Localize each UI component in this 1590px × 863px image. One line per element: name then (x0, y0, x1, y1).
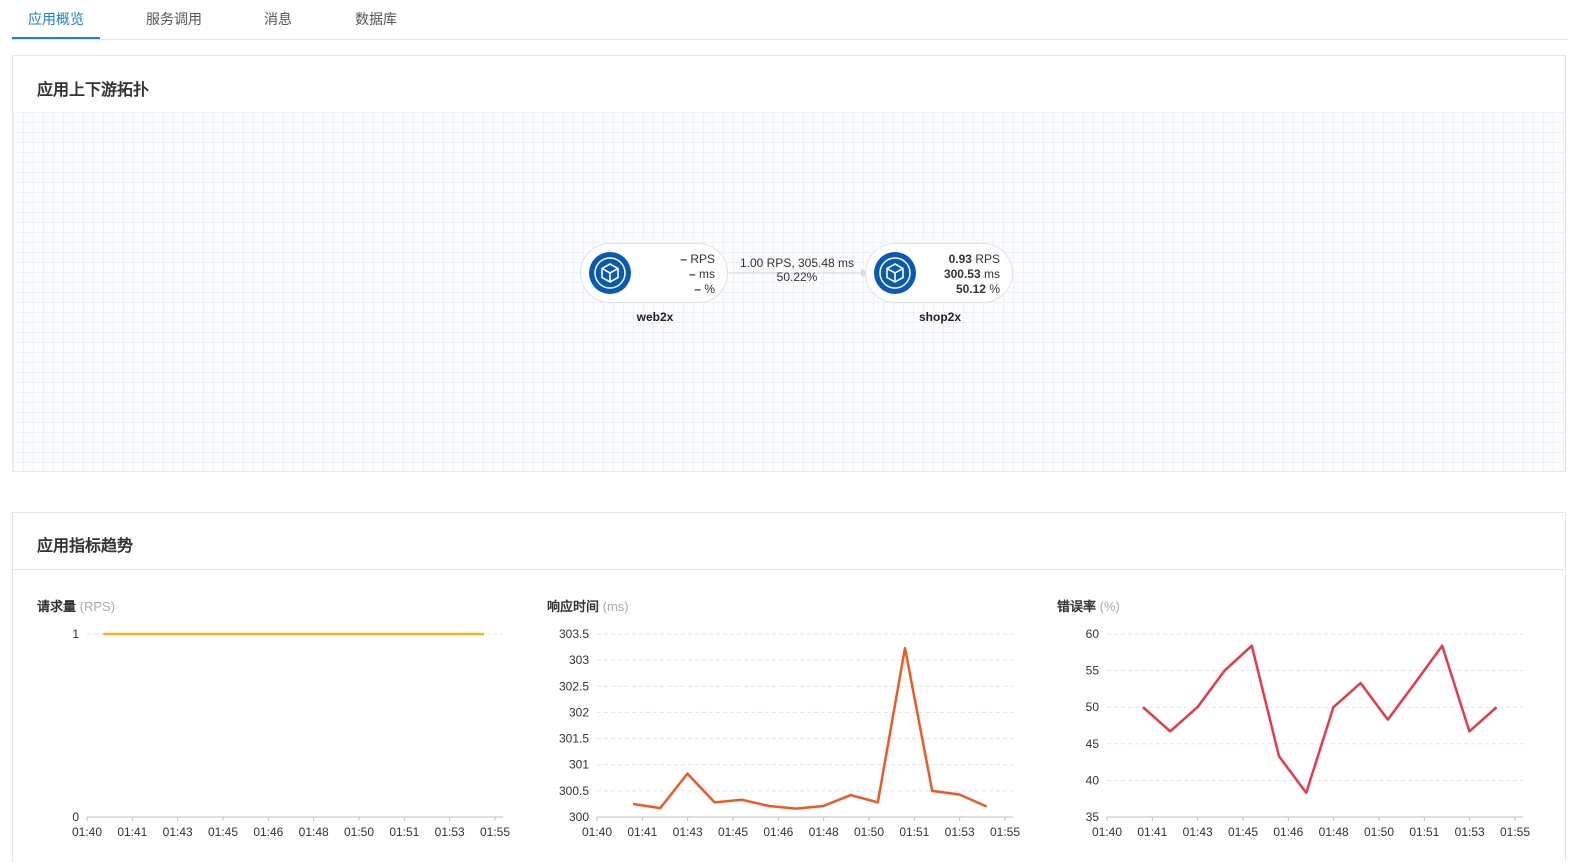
x-tick-label: 01:55 (480, 825, 510, 839)
x-tick-label: 01:45 (208, 825, 238, 839)
y-tick-label: 301 (569, 758, 589, 772)
x-tick-label: 01:45 (1228, 825, 1258, 839)
x-tick-label: 01:40 (582, 825, 612, 839)
series-line (1142, 644, 1498, 795)
pct-value: – (694, 282, 701, 296)
topology-card: 应用上下游拓扑 1.00 RPS, 305.48 ms 50.22% – RPS (12, 55, 1566, 472)
x-tick-label: 01:43 (163, 825, 193, 839)
chart-error-rate[interactable]: 35 40 45 50 55 60 01:40 01:41 01:43 01:45 01:46 01:… (1033, 513, 1543, 863)
x-tick-label: 01:43 (673, 825, 703, 839)
cube-icon (874, 252, 916, 294)
pct-unit: % (704, 282, 715, 296)
node-metrics: 0.93 RPS 300.53 ms 50.12 % (944, 252, 1000, 297)
rps-unit: RPS (690, 252, 715, 266)
pct-value: 50.12 (955, 282, 986, 296)
y-tick-label: 55 (1086, 664, 1100, 678)
x-tick-label: 01:46 (253, 825, 283, 839)
x-tick-label: 01:45 (718, 825, 748, 839)
x-tick-label: 01:50 (344, 825, 374, 839)
chart-title-text: 响应时间 (547, 599, 600, 614)
y-tick-label: 300 (569, 810, 589, 824)
tab-database[interactable]: 数据库 (355, 11, 397, 27)
ms-unit: ms (984, 267, 1000, 281)
tab-app-overview[interactable]: 应用概览 (12, 0, 100, 39)
y-tick-label: 303 (569, 653, 589, 667)
node-web2x[interactable]: – RPS – ms – % web2x (580, 243, 728, 324)
y-tick-label: 302.5 (559, 679, 589, 693)
x-tick-label: 01:46 (763, 825, 793, 839)
topology-canvas[interactable]: 1.00 RPS, 305.48 ms 50.22% – RPS – ms – … (13, 112, 1565, 471)
y-tick-label: 40 (1086, 773, 1100, 787)
x-tick-label: 01:41 (117, 825, 147, 839)
x-tick-label: 01:50 (1364, 825, 1394, 839)
x-tick-label: 01:48 (809, 825, 839, 839)
x-tick-label: 01:43 (1183, 825, 1213, 839)
tab-bar: 应用概览 服务调用 消息 数据库 (12, 0, 1568, 40)
edge-label-line1: 1.00 RPS, 305.48 ms (739, 256, 855, 270)
chart-latency[interactable]: 300 300.5 301 301.5 302 302.5 303 303.5 01:40 01:… (523, 513, 1033, 863)
topology-title: 应用上下游拓扑 (37, 82, 150, 99)
tab-service-calls[interactable]: 服务调用 (146, 11, 202, 27)
chart-title-text: 请求量 (37, 599, 77, 614)
cube-icon (589, 252, 631, 294)
chart-title-latency: 响应时间 (ms) (547, 596, 629, 615)
x-tick-label: 01:46 (1273, 825, 1303, 839)
y-tick-label: 300.5 (559, 784, 589, 798)
x-tick-label: 01:55 (990, 825, 1020, 839)
y-tick-label: 301.5 (559, 732, 589, 746)
x-tick-label: 01:40 (1092, 825, 1122, 839)
y-tick-label: 302 (569, 705, 589, 719)
y-tick-label: 1 (72, 627, 79, 641)
x-tick-label: 01:50 (854, 825, 884, 839)
node-shop2x[interactable]: 0.93 RPS 300.53 ms 50.12 % shop2x (865, 243, 1013, 324)
chart-title-unit: (RPS) (79, 599, 116, 614)
tab-messages[interactable]: 消息 (264, 11, 292, 27)
x-tick-label: 01:53 (1455, 825, 1485, 839)
y-tick-label: 303.5 (559, 627, 589, 641)
x-tick-label: 01:51 (899, 825, 929, 839)
ms-value: 300.53 (943, 267, 981, 281)
node-metrics: – RPS – ms – % (680, 252, 715, 297)
edge-label-line2: 50.22% (776, 270, 818, 284)
rps-value: 0.93 (948, 252, 972, 266)
x-tick-label: 01:41 (1137, 825, 1167, 839)
rps-unit: RPS (975, 252, 1000, 266)
x-tick-label: 01:51 (389, 825, 419, 839)
x-tick-label: 01:40 (72, 825, 102, 839)
y-tick-label: 35 (1086, 810, 1100, 824)
chart-rps[interactable]: 0 1 01:40 01:41 01:43 01:45 01:46 01:48 01:50 01:… (13, 513, 523, 863)
divider (13, 569, 1565, 570)
x-tick-label: 01:53 (945, 825, 975, 839)
x-tick-label: 01:55 (1500, 825, 1530, 839)
edge-arrow (729, 269, 869, 277)
y-tick-label: 60 (1086, 627, 1100, 641)
x-tick-label: 01:53 (435, 825, 465, 839)
y-tick-label: 0 (72, 810, 79, 824)
chart-title-error-rate: 错误率 (%) (1057, 596, 1120, 615)
rps-value: – (680, 252, 687, 266)
x-tick-label: 01:48 (1319, 825, 1349, 839)
x-tick-label: 01:48 (299, 825, 329, 839)
chart-title-text: 错误率 (1057, 599, 1097, 614)
node-name: shop2x (918, 310, 961, 324)
ms-value: – (688, 267, 696, 281)
edge-label[interactable]: 1.00 RPS, 305.48 ms 50.22% (725, 256, 869, 284)
trend-card: 应用指标趋势 请求量 (RPS) 响应时间 (ms) 错误率 (%) 0 1 01:… (12, 512, 1566, 862)
pct-unit: % (989, 282, 1000, 296)
trend-title: 应用指标趋势 (37, 538, 134, 555)
y-tick-label: 50 (1086, 700, 1100, 714)
y-tick-label: 45 (1086, 737, 1100, 751)
chart-title-unit: (%) (1099, 599, 1120, 614)
series-line (632, 646, 988, 810)
x-tick-label: 01:41 (627, 825, 657, 839)
chart-title-unit: (ms) (602, 599, 629, 614)
ms-unit: ms (699, 267, 715, 281)
x-tick-label: 01:51 (1409, 825, 1439, 839)
node-name: web2x (636, 310, 674, 324)
chart-title-rps: 请求量 (RPS) (37, 596, 115, 615)
